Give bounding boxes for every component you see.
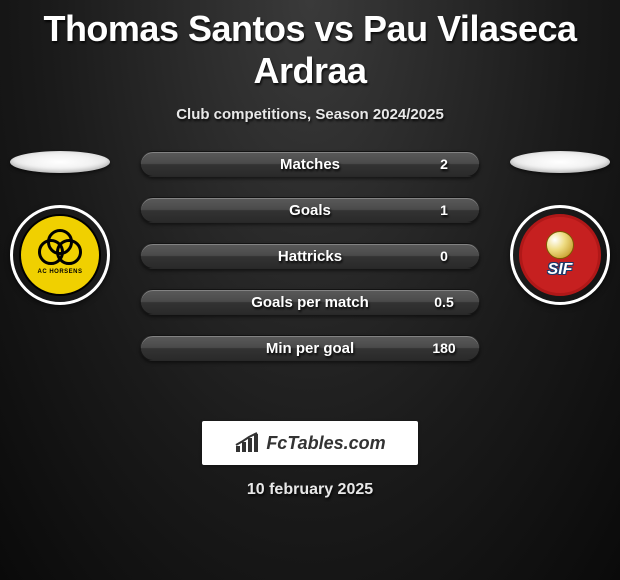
stat-row-mpg: Min per goal 180 bbox=[140, 335, 480, 361]
stat-right-value: 0.5 bbox=[409, 294, 479, 310]
date-text: 10 february 2025 bbox=[0, 481, 620, 499]
left-side: AC HORSENS bbox=[0, 151, 120, 305]
horsens-label: AC HORSENS bbox=[37, 269, 82, 275]
stat-right-value: 180 bbox=[409, 340, 479, 356]
club-badge-right: SIF bbox=[510, 205, 610, 305]
brand-text: FcTables.com bbox=[266, 433, 385, 454]
club-badge-left: AC HORSENS bbox=[10, 205, 110, 305]
stat-label: Matches bbox=[211, 156, 409, 173]
page-title: Thomas Santos vs Pau Vilaseca Ardraa bbox=[0, 0, 620, 92]
horsens-logo: AC HORSENS bbox=[19, 214, 101, 296]
sif-letters: SIF bbox=[548, 261, 573, 279]
stat-right-value: 0 bbox=[409, 248, 479, 264]
ball-icon bbox=[546, 231, 574, 259]
stat-row-matches: Matches 2 bbox=[140, 151, 480, 177]
stats-list: Matches 2 Goals 1 Hattricks 0 Goals per … bbox=[140, 151, 480, 381]
player-photo-right bbox=[510, 151, 610, 173]
stat-row-goals: Goals 1 bbox=[140, 197, 480, 223]
stat-right-value: 2 bbox=[409, 156, 479, 172]
chart-icon bbox=[234, 432, 260, 454]
stat-row-gpm: Goals per match 0.5 bbox=[140, 289, 480, 315]
stat-label: Min per goal bbox=[211, 340, 409, 357]
comparison-area: AC HORSENS Matches 2 Goals 1 Hattricks 0… bbox=[0, 151, 620, 411]
stat-label: Goals per match bbox=[211, 294, 409, 311]
stat-right-value: 1 bbox=[409, 202, 479, 218]
stat-row-hattricks: Hattricks 0 bbox=[140, 243, 480, 269]
stat-label: Hattricks bbox=[211, 248, 409, 265]
subtitle: Club competitions, Season 2024/2025 bbox=[0, 106, 620, 123]
right-side: SIF bbox=[500, 151, 620, 305]
player-photo-left bbox=[10, 151, 110, 173]
horsens-rings-icon bbox=[38, 235, 82, 265]
sif-logo: SIF bbox=[519, 214, 601, 296]
brand-badge[interactable]: FcTables.com bbox=[202, 421, 418, 465]
stat-label: Goals bbox=[211, 202, 409, 219]
